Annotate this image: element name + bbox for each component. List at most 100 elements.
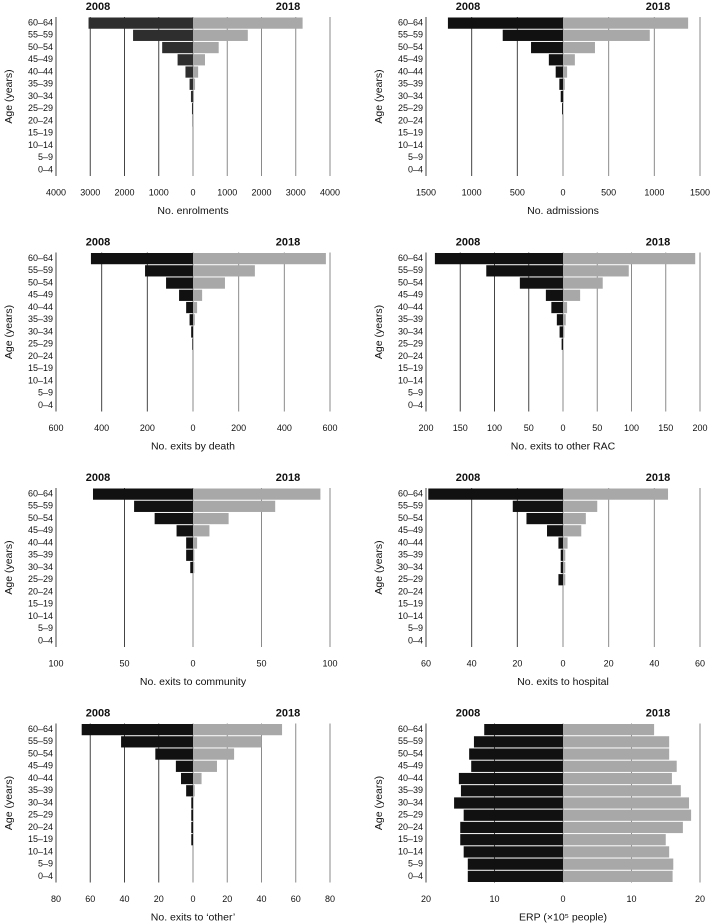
bar xyxy=(559,326,563,338)
bar xyxy=(189,78,193,90)
bar xyxy=(563,301,568,314)
bar xyxy=(562,103,563,115)
bar xyxy=(193,772,202,785)
y-tick-label: 55–59 xyxy=(398,501,423,511)
bar xyxy=(191,834,193,846)
x-tick-label: 200 xyxy=(140,423,155,433)
y-tick-label: 10–14 xyxy=(398,140,423,150)
x-tick-label: 500 xyxy=(510,187,525,197)
bar xyxy=(471,760,563,772)
bar xyxy=(193,90,195,103)
bar xyxy=(190,90,193,103)
bar xyxy=(193,41,219,54)
bar xyxy=(460,821,563,834)
bar xyxy=(166,277,193,289)
bar xyxy=(193,785,195,797)
y-tick-label: 40–44 xyxy=(398,773,423,783)
bar xyxy=(193,512,229,525)
y-tick-label: 45–49 xyxy=(398,761,423,771)
bar xyxy=(558,574,563,586)
bar xyxy=(563,785,681,797)
x-tick-label: 150 xyxy=(658,423,673,433)
x-tick-label: 1500 xyxy=(690,187,710,197)
bar xyxy=(563,90,564,103)
bar xyxy=(186,785,193,797)
x-tick-label: 20 xyxy=(222,894,232,904)
y-tick-label: 25–29 xyxy=(28,339,53,349)
x-tick-label: 40 xyxy=(256,894,266,904)
y-tick-label: 55–59 xyxy=(398,30,423,40)
x-tick-label: 100 xyxy=(624,423,639,433)
x-tick-label: 200 xyxy=(231,423,246,433)
y-axis-label: Age (years) xyxy=(3,540,15,594)
y-tick-label: 20–24 xyxy=(398,115,423,125)
bar xyxy=(193,54,205,66)
bar xyxy=(186,301,193,314)
bar xyxy=(185,66,193,78)
y-tick-label: 30–34 xyxy=(28,326,53,336)
bar xyxy=(193,289,203,301)
bar xyxy=(193,253,326,265)
x-tick-label: 20 xyxy=(421,894,431,904)
x-tick-label: 3000 xyxy=(80,187,100,197)
bar xyxy=(193,724,283,736)
y-tick-label: 20–24 xyxy=(28,586,53,596)
bar xyxy=(563,724,655,736)
bar xyxy=(193,29,248,41)
y-tick-label: 50–54 xyxy=(398,513,423,523)
bar xyxy=(193,500,276,512)
x-axis-label: No. exits to ‘other’ xyxy=(151,911,235,923)
y-tick-label: 20–24 xyxy=(398,822,423,832)
y-tick-label: 0–4 xyxy=(408,635,423,645)
bar xyxy=(563,858,674,870)
bar xyxy=(563,277,603,289)
bar xyxy=(193,549,195,561)
y-tick-label: 15–19 xyxy=(28,128,53,138)
y-tick-label: 0–4 xyxy=(38,164,53,174)
bar xyxy=(563,54,575,66)
legend-label: 2018 xyxy=(646,236,670,248)
y-tick-label: 60–64 xyxy=(28,488,53,498)
x-tick-label: 1000 xyxy=(217,187,237,197)
y-tick-label: 55–59 xyxy=(28,30,53,40)
x-tick-label: 400 xyxy=(277,423,292,433)
x-tick-label: 4000 xyxy=(46,187,66,197)
bar xyxy=(191,103,193,115)
bar xyxy=(193,103,194,115)
bar xyxy=(563,66,568,78)
bar xyxy=(563,29,650,41)
bar xyxy=(531,41,563,54)
bar xyxy=(563,736,670,748)
legend-label: 2008 xyxy=(86,1,110,13)
y-axis-label: Age (years) xyxy=(373,540,385,594)
x-tick-label: 80 xyxy=(51,894,61,904)
x-tick-label: 2000 xyxy=(251,187,271,197)
bar xyxy=(434,253,563,265)
bar xyxy=(458,772,563,785)
legend-label: 2018 xyxy=(646,1,670,13)
bar xyxy=(162,41,193,54)
bar xyxy=(563,772,672,785)
x-tick-label: 20 xyxy=(154,894,164,904)
x-axis-label: ERP (×10⁵ people) xyxy=(519,911,607,923)
y-tick-label: 60–64 xyxy=(398,17,423,27)
bar xyxy=(81,724,193,736)
x-tick-label: 600 xyxy=(322,423,337,433)
bar xyxy=(186,537,193,549)
x-tick-label: 60 xyxy=(85,894,95,904)
y-tick-label: 55–59 xyxy=(28,265,53,275)
bar xyxy=(563,760,677,772)
bar xyxy=(558,537,563,549)
y-tick-label: 15–19 xyxy=(28,834,53,844)
x-tick-label: 0 xyxy=(560,658,565,668)
y-tick-label: 50–54 xyxy=(28,42,53,52)
bar xyxy=(189,314,193,326)
y-tick-label: 35–39 xyxy=(398,785,423,795)
bar xyxy=(563,797,690,809)
bar xyxy=(88,17,193,29)
x-tick-label: 50 xyxy=(256,658,266,668)
y-tick-label: 60–64 xyxy=(398,488,423,498)
x-axis-label: No. enrolments xyxy=(157,205,228,217)
y-tick-label: 5–9 xyxy=(408,152,423,162)
